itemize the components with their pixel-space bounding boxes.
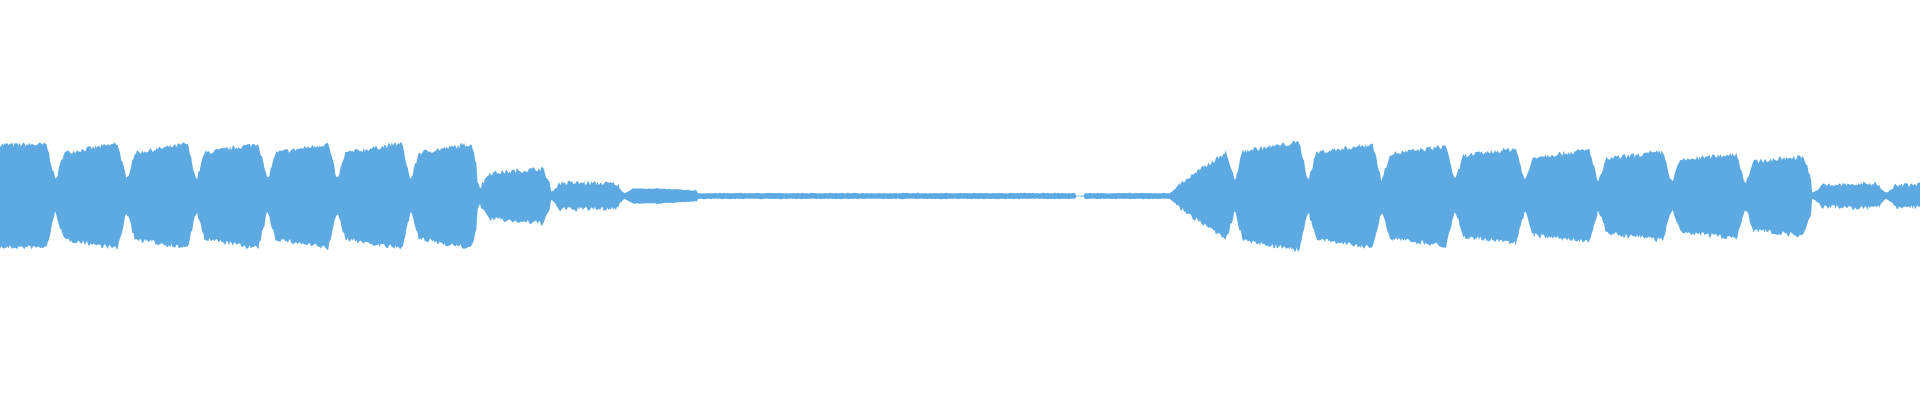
waveform [0, 140, 1920, 252]
